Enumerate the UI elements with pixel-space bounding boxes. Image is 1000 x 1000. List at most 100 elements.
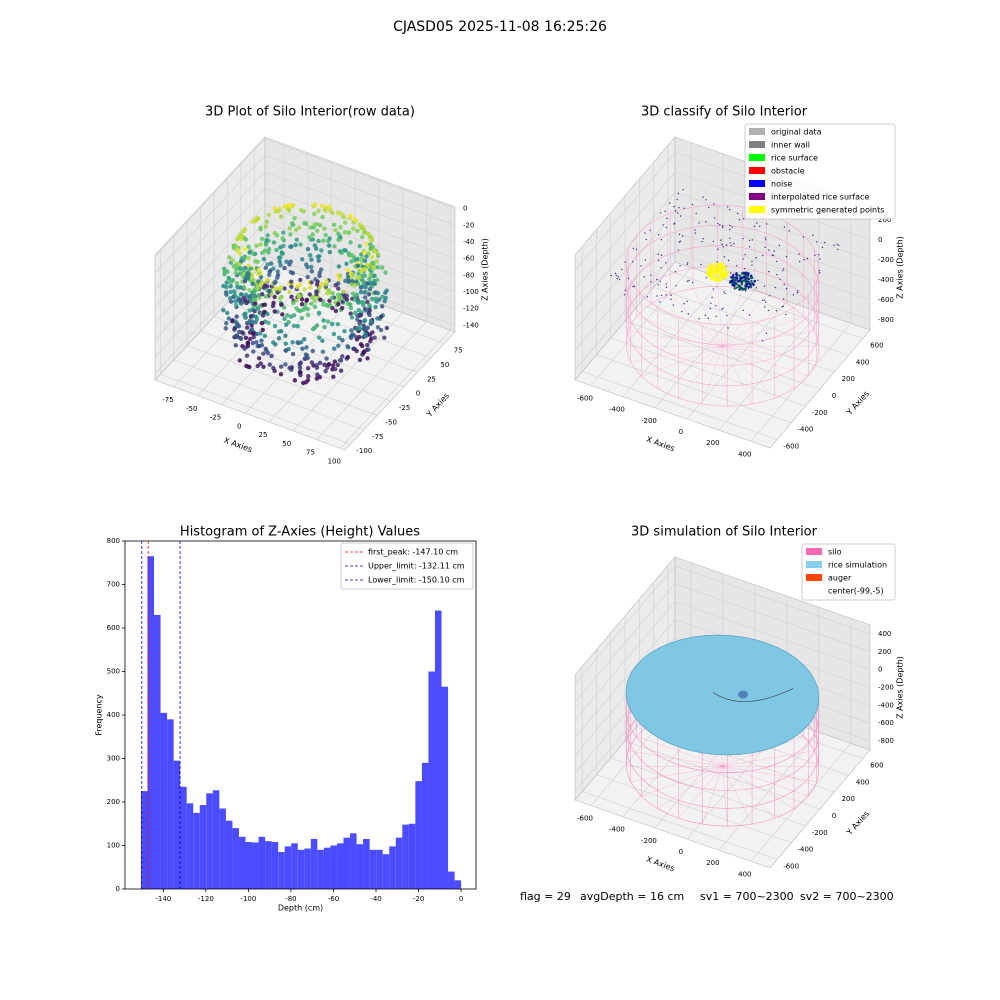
grid-line <box>624 740 821 810</box>
decor-point <box>258 331 263 336</box>
decor-point <box>837 248 839 251</box>
decor-point <box>662 224 664 226</box>
decor-point <box>673 205 675 208</box>
decor-point <box>314 292 319 297</box>
decor-point <box>660 254 663 256</box>
decor-point <box>252 308 257 314</box>
decor-point <box>742 258 744 260</box>
decor-point <box>752 283 755 287</box>
decor-point <box>253 218 258 223</box>
decor-point <box>230 318 235 324</box>
decor-point <box>332 366 338 372</box>
decor-point <box>292 378 298 383</box>
decor-point <box>335 292 341 297</box>
decor-point <box>715 270 718 274</box>
decor-point <box>316 238 321 244</box>
z-tick-label: -800 <box>878 316 894 324</box>
silo-wire <box>678 766 723 819</box>
grid-line <box>582 791 778 860</box>
decor-point <box>286 202 292 208</box>
decor-point <box>348 253 353 258</box>
decor-point <box>765 239 767 241</box>
decor-point <box>710 302 712 304</box>
grid-line <box>624 320 821 390</box>
decor-point <box>279 302 284 307</box>
decor-point <box>792 294 795 296</box>
decor-point <box>640 265 642 267</box>
legend-label: first_peak: -147.10 cm <box>368 548 458 557</box>
decor-point <box>818 269 821 272</box>
y-tick-label: 50 <box>440 361 449 369</box>
decor-auger <box>738 690 749 699</box>
decor-point <box>276 335 282 341</box>
legend-swatch <box>806 561 822 568</box>
decor-point <box>309 264 314 270</box>
decor-point <box>740 276 744 279</box>
decor-point <box>319 282 324 287</box>
decor-point <box>342 220 348 225</box>
decor-point <box>289 279 294 284</box>
decor-point <box>314 323 320 328</box>
decor-point <box>299 207 304 213</box>
silo-wire <box>722 736 804 767</box>
decor-point <box>816 241 818 243</box>
decor-point <box>352 216 358 222</box>
decor-point <box>275 290 280 295</box>
decor-point <box>310 232 315 237</box>
grid-line <box>264 138 456 209</box>
decor-point <box>379 304 385 309</box>
decor-point <box>258 227 263 232</box>
legend-swatch <box>749 180 765 187</box>
status-text: flag = 29 <box>520 890 571 903</box>
decor-point <box>712 275 716 278</box>
decor-point <box>721 263 724 266</box>
decor-point <box>281 243 286 249</box>
decor-point <box>656 295 658 297</box>
decor-point <box>305 313 311 318</box>
decor-point <box>729 224 731 227</box>
decor-point <box>287 365 292 371</box>
decor-point <box>263 346 268 352</box>
decor-point <box>727 259 730 262</box>
decor-point <box>357 357 363 363</box>
legend-label: symmetric generated points <box>771 206 884 215</box>
decor-point <box>669 202 671 204</box>
decor-point <box>757 279 759 281</box>
z-tick-label: 0 <box>878 666 882 674</box>
grid-line <box>245 295 356 414</box>
x-axis-label: Depth (cm) <box>278 904 323 913</box>
decor-point <box>771 254 773 256</box>
decor-point <box>701 240 703 243</box>
x-tick-label: -50 <box>186 405 197 413</box>
legend-label: Upper_limit: -132.11 cm <box>368 562 465 571</box>
decor-point <box>712 288 714 290</box>
decor-point <box>616 277 618 280</box>
decor-point <box>740 282 743 286</box>
decor-point <box>228 299 234 304</box>
y-tick-label: 25 <box>427 375 436 383</box>
decor-point <box>366 291 372 297</box>
decor-point <box>355 256 360 262</box>
z-tick-label: -800 <box>878 737 894 745</box>
decor-point <box>297 365 303 370</box>
histogram-bar <box>154 614 161 889</box>
decor-point <box>344 297 350 302</box>
decor-point <box>272 294 277 300</box>
decor-point <box>615 274 617 277</box>
decor-point <box>359 284 365 290</box>
decor-point <box>224 321 229 326</box>
decor-point <box>774 286 776 289</box>
decor-point <box>336 295 341 300</box>
decor-point <box>288 244 293 250</box>
x-tick-label: 75 <box>306 449 315 457</box>
decor-point <box>734 276 738 279</box>
grid-line <box>596 354 792 423</box>
decor-point <box>318 297 323 303</box>
decor-point <box>717 248 719 250</box>
decor-point <box>302 287 307 292</box>
decor-point <box>235 261 240 266</box>
decor-point <box>365 356 370 361</box>
decor-point <box>258 242 263 247</box>
z-tick-label: -20 <box>463 221 474 229</box>
z-axis-label: Z Axies (Depth) <box>896 656 905 719</box>
